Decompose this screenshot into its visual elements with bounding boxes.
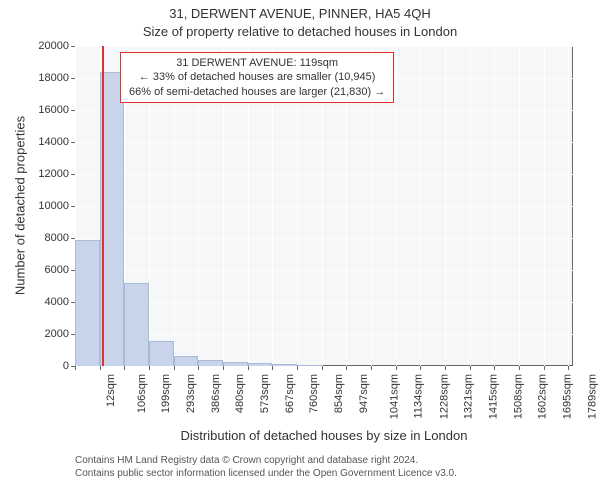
x-tick-mark bbox=[445, 366, 446, 370]
x-tick-label: 1789sqm bbox=[586, 374, 598, 419]
x-tick-label: 386sqm bbox=[210, 374, 222, 413]
y-tick-mark bbox=[71, 334, 75, 335]
x-tick-label: 1321sqm bbox=[463, 374, 475, 419]
x-tick-mark bbox=[248, 366, 249, 370]
x-tick-mark bbox=[396, 366, 397, 370]
x-tick-mark bbox=[519, 366, 520, 370]
x-tick-label: 199sqm bbox=[160, 374, 172, 413]
x-tick-mark bbox=[297, 366, 298, 370]
histogram-bar bbox=[75, 240, 100, 366]
y-tick-label: 8000 bbox=[45, 232, 69, 244]
x-tick-mark bbox=[568, 366, 569, 370]
y-axis-label: Number of detached properties bbox=[13, 106, 28, 306]
x-tick-label: 293sqm bbox=[185, 374, 197, 413]
y-tick-mark bbox=[71, 142, 75, 143]
x-tick-mark bbox=[75, 366, 76, 370]
page-subtitle: Size of property relative to detached ho… bbox=[0, 24, 600, 39]
x-tick-label: 480sqm bbox=[235, 374, 247, 413]
y-tick-label: 14000 bbox=[38, 136, 69, 148]
annotation-line-3: 66% of semi-detached houses are larger (… bbox=[129, 85, 385, 99]
x-tick-label: 667sqm bbox=[284, 374, 296, 413]
x-tick-label: 1041sqm bbox=[389, 374, 401, 419]
y-tick-mark bbox=[71, 302, 75, 303]
x-axis-label: Distribution of detached houses by size … bbox=[75, 428, 573, 443]
histogram-bar bbox=[124, 283, 149, 366]
x-tick-mark bbox=[272, 366, 273, 370]
y-tick-label: 6000 bbox=[45, 264, 69, 276]
annotation-line-2: ← 33% of detached houses are smaller (10… bbox=[129, 70, 385, 84]
x-tick-label: 760sqm bbox=[308, 374, 320, 413]
y-axis-ticks: 0200040006000800010000120001400016000180… bbox=[0, 46, 75, 366]
y-tick-label: 12000 bbox=[38, 168, 69, 180]
property-marker-line bbox=[102, 46, 104, 366]
y-tick-label: 4000 bbox=[45, 296, 69, 308]
x-tick-label: 1695sqm bbox=[561, 374, 573, 419]
y-tick-mark bbox=[71, 110, 75, 111]
y-tick-mark bbox=[71, 238, 75, 239]
x-axis-ticks: 12sqm 106sqm 199sqm 293sqm 386sqm 480sqm 573sq… bbox=[75, 366, 573, 426]
x-tick-label: 1415sqm bbox=[487, 374, 499, 419]
plot-area: 31 DERWENT AVENUE: 119sqm ← 33% of detac… bbox=[75, 46, 573, 366]
x-tick-mark bbox=[544, 366, 545, 370]
y-tick-label: 16000 bbox=[38, 104, 69, 116]
y-tick-mark bbox=[71, 270, 75, 271]
y-tick-label: 10000 bbox=[38, 200, 69, 212]
attribution-text: Contains HM Land Registry data © Crown c… bbox=[75, 454, 457, 480]
y-tick-mark bbox=[71, 78, 75, 79]
x-tick-mark bbox=[223, 366, 224, 370]
y-tick-label: 0 bbox=[63, 360, 69, 372]
x-tick-mark bbox=[346, 366, 347, 370]
x-tick-mark bbox=[198, 366, 199, 370]
x-tick-mark bbox=[322, 366, 323, 370]
x-tick-label: 12sqm bbox=[105, 374, 117, 407]
x-tick-mark bbox=[420, 366, 421, 370]
annotation-line-1: 31 DERWENT AVENUE: 119sqm bbox=[129, 56, 385, 70]
y-tick-mark bbox=[71, 46, 75, 47]
x-tick-mark bbox=[470, 366, 471, 370]
x-tick-label: 947sqm bbox=[358, 374, 370, 413]
attribution-line-2: Contains public sector information licen… bbox=[75, 467, 457, 480]
x-tick-label: 854sqm bbox=[333, 374, 345, 413]
x-tick-label: 1602sqm bbox=[537, 374, 549, 419]
y-tick-label: 18000 bbox=[38, 72, 69, 84]
y-tick-label: 20000 bbox=[38, 40, 69, 52]
x-tick-mark bbox=[124, 366, 125, 370]
y-tick-mark bbox=[71, 174, 75, 175]
x-tick-label: 106sqm bbox=[136, 374, 148, 413]
y-tick-mark bbox=[71, 206, 75, 207]
annotation-box: 31 DERWENT AVENUE: 119sqm ← 33% of detac… bbox=[120, 52, 394, 103]
page-title: 31, DERWENT AVENUE, PINNER, HA5 4QH bbox=[0, 6, 600, 21]
x-tick-label: 573sqm bbox=[259, 374, 271, 413]
histogram-bar bbox=[149, 341, 174, 366]
x-tick-label: 1134sqm bbox=[412, 374, 424, 418]
histogram-bar bbox=[174, 356, 199, 366]
x-tick-label: 1508sqm bbox=[512, 374, 524, 419]
x-tick-mark bbox=[174, 366, 175, 370]
x-tick-mark bbox=[149, 366, 150, 370]
attribution-line-1: Contains HM Land Registry data © Crown c… bbox=[75, 454, 457, 467]
chart-container: { "header": { "title": "31, DERWENT AVEN… bbox=[0, 0, 600, 500]
y-tick-label: 2000 bbox=[45, 328, 69, 340]
x-tick-mark bbox=[494, 366, 495, 370]
x-tick-mark bbox=[100, 366, 101, 370]
x-tick-label: 1228sqm bbox=[438, 374, 450, 419]
x-tick-mark bbox=[371, 366, 372, 370]
